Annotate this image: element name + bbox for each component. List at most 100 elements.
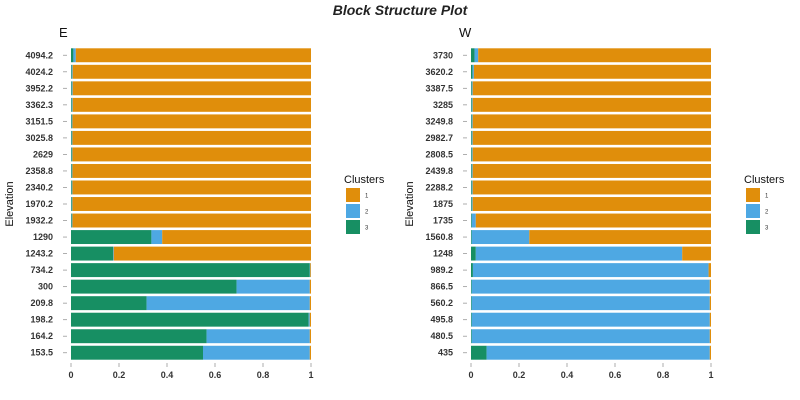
panel-w-ytick-label-2: 3387.5 [425,83,453,93]
panel-e-bar-9-cluster-3 [71,197,72,211]
panel-w-bar-18-cluster-1 [709,345,711,360]
panel-w-ytick-label-1: 3620.2 [425,67,453,77]
panel-e-legend-label-2: 2 [365,210,369,216]
panel-e-bar-16-cluster-1 [309,312,311,327]
panel-w-ytick-label-8: 2288.2 [425,182,453,192]
panel-w-bar-11-cluster-2 [471,230,530,245]
panel-w-legend-label-1: 1 [765,194,769,200]
panel-e-ytick-label-16: 198.2 [30,315,53,325]
panel-e-bar-1-cluster-3 [71,64,72,79]
panel-e-xtick-label-1: 0.2 [113,370,126,380]
panel-w-xtick-label-3: 0.6 [609,370,622,380]
panel-w-ytick-label-10: 1735 [433,216,453,226]
panel-w-bar-5-cluster-1 [472,130,711,145]
panel-w-title: W [459,25,472,40]
panel-e-bar-12-cluster-1 [113,246,311,261]
panel-w-ytick-label-6: 2808.5 [425,149,453,159]
panel-e-xtick-label-4: 0.8 [257,370,270,380]
panel-e-bar-10-cluster-1 [72,213,311,228]
panel-e-bar-10-cluster-3 [71,213,72,228]
panel-w-ytick-label-3: 3285 [433,100,453,110]
panel-w-bar-1-cluster-1 [473,64,711,79]
panel-e-ytick-label-6: 2629 [33,149,53,159]
panel-w-bar-7-cluster-2 [471,163,473,178]
panel-e-bar-6-cluster-3 [71,147,72,162]
panel-e-ytick-label-17: 164.2 [30,331,53,341]
panel-w-bar-8-cluster-1 [472,180,711,195]
panel-e-ytick-label-14: 300 [38,282,53,292]
panel-w-bar-2-cluster-3 [471,81,472,96]
panel-e-ytick-label-13: 734.2 [30,265,53,275]
panel-e-bar-14-cluster-2 [236,279,310,294]
panel-e-legend-label-3: 3 [365,226,369,232]
panel-e-bar-14-cluster-3 [71,279,237,294]
panel-w-xtick-label-2: 0.4 [561,370,574,380]
panel-e-ytick-label-12: 1243.2 [25,249,53,259]
panel-w-bar-11-cluster-1 [529,230,711,245]
panel-e-xtick-label-5: 1 [308,370,313,380]
panel-e-bar-2-cluster-2 [71,81,73,96]
panel-w-legend-label-3: 3 [765,226,769,232]
panel-e-bar-15-cluster-1 [309,296,311,311]
panel-e-legend-title: Clusters [344,174,385,186]
panel-e-ytick-label-9: 1970.2 [25,199,53,209]
panel-w-bar-7-cluster-1 [472,163,711,178]
panel-e-bar-6-cluster-1 [72,147,311,162]
panel-w-bar-8-cluster-2 [471,180,473,195]
panel-w-ytick-label-5: 2982.7 [425,133,453,143]
panel-w-bar-14-cluster-1 [709,279,711,294]
panel-e-bar-9-cluster-1 [72,197,311,211]
panel-e-bar-5-cluster-1 [72,130,311,145]
panel-e-bar-2-cluster-3 [71,81,72,96]
panel-w-bar-4-cluster-1 [472,114,711,129]
panel-e-bar-10-cluster-2 [71,213,73,228]
panel-e-bar-17-cluster-3 [71,329,207,344]
panel-w-bar-1-cluster-3 [471,64,473,79]
panel-w-bar-17-cluster-2 [471,329,710,344]
panel-w-bar-12-cluster-3 [471,246,476,261]
panel-e-bar-5-cluster-2 [71,130,73,145]
panel-w-bar-2-cluster-2 [471,81,473,96]
panel-w-legend-swatch-3 [746,220,760,234]
panel-w-xtick-label-0: 0 [468,370,473,380]
panel-w-legend-swatch-2 [746,204,760,218]
panel-e-title: E [59,25,68,40]
panel-w-bar-14-cluster-2 [471,279,710,294]
panel-w-bar-12-cluster-1 [682,246,711,261]
panel-e-legend-label-1: 1 [365,194,369,200]
panel-w-bar-10-cluster-3 [471,213,472,228]
panel-e-bar-15-cluster-3 [71,296,147,311]
panel-e-bar-8-cluster-1 [72,180,311,195]
panel-e-bar-5-cluster-3 [71,130,72,145]
panel-w-bar-0-cluster-1 [478,48,711,63]
panel-e-bar-3-cluster-1 [72,97,312,112]
panel-e-ytick-label-15: 209.8 [30,298,53,308]
panel-w-bar-0-cluster-3 [471,48,475,63]
panel-w-bar-5-cluster-2 [471,130,473,145]
panel-e-ylabel: Elevation [4,181,16,226]
panel-w-bar-13-cluster-3 [471,263,473,278]
panel-w-legend-label-2: 2 [765,210,769,216]
panel-w-xtick-label-1: 0.2 [513,370,526,380]
panel-e-legend-swatch-2 [346,204,360,218]
panel-w-bar-0-cluster-2 [474,48,479,63]
panel-w-bar-7-cluster-3 [471,163,472,178]
panel-w-xtick-label-4: 0.8 [657,370,670,380]
panel-e-ytick-label-4: 3151.5 [25,116,53,126]
panel-w-bar-1-cluster-2 [472,64,474,79]
panel-e-bar-7-cluster-1 [72,163,311,178]
panel-w-bar-6-cluster-3 [471,147,472,162]
panel-e-bar-16-cluster-2 [308,312,310,327]
panel-w-bar-5-cluster-3 [471,130,472,145]
panel-e-bar-4-cluster-3 [71,114,72,129]
panel-e-bar-17-cluster-1 [309,329,311,344]
panel-w-bar-15-cluster-3 [471,296,472,311]
panel-e-bar-8-cluster-2 [71,180,73,195]
panel-w-bar-15-cluster-2 [471,296,710,311]
panel-e-ytick-label-2: 3952.2 [25,83,53,93]
panel-e-ytick-label-0: 4094.2 [25,50,53,60]
panel-e-bar-12-cluster-2 [113,246,114,261]
panel-e-bar-16-cluster-3 [71,312,309,327]
panel-w-bar-15-cluster-1 [709,296,711,311]
